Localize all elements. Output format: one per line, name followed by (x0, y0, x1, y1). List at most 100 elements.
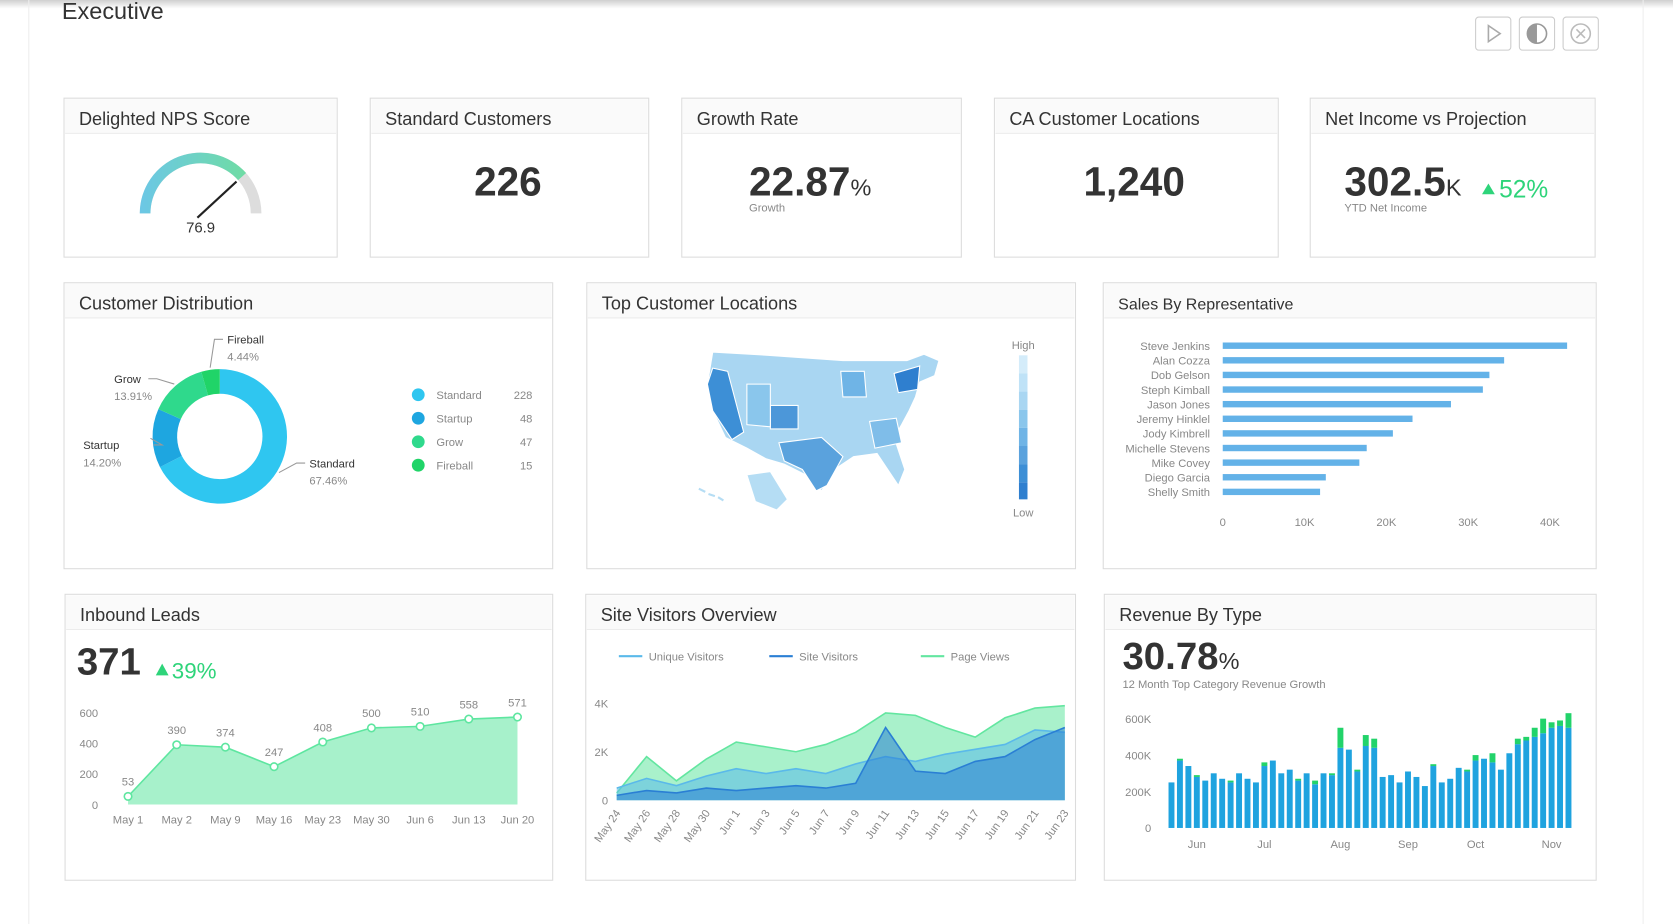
donut-label: Grow (114, 374, 142, 386)
bar-segment (1261, 762, 1268, 767)
value-label: 500 (362, 708, 381, 720)
bar-label: Jeremy Hinklel (1137, 414, 1210, 426)
x-tick-label: Aug (1330, 839, 1350, 851)
bar-segment (1531, 727, 1538, 737)
bar-segment (1430, 766, 1437, 828)
card-header (586, 595, 1075, 630)
y-tick-label: 200 (79, 769, 98, 781)
value-label: 390 (167, 725, 186, 737)
legend-count: 15 (520, 460, 532, 472)
legend-label: Site Visitors (799, 651, 858, 663)
kpi-change: 52% (1499, 176, 1548, 203)
bar-label: Alan Cozza (1153, 356, 1211, 368)
x-tick-label: May 2 (161, 815, 191, 827)
kpi-caption: Growth (749, 202, 785, 214)
kpi-number: 302.5 (1344, 158, 1445, 204)
bar (1222, 386, 1483, 393)
toolbar (1475, 16, 1599, 51)
kpi-values: 226 22.87% Growth 1,240 302.5K 52% YTD N… (474, 158, 1548, 214)
value-label: 408 (313, 722, 332, 734)
card-title: Standard Customers (385, 109, 551, 129)
x-tick-label: 30K (1458, 517, 1478, 529)
bar-segment (1421, 786, 1428, 828)
gauge-value (139, 152, 247, 214)
point (269, 762, 279, 772)
y-tick-label: 0 (92, 800, 98, 812)
bar-segment (1320, 773, 1327, 828)
bar-segment (1557, 720, 1563, 726)
point (172, 740, 182, 750)
legend-count: 47 (520, 437, 532, 449)
y-tick-label: 2K (594, 747, 608, 759)
bar-segment (1168, 782, 1175, 828)
map-legend-step (1018, 445, 1028, 465)
legend-label: Unique Visitors (649, 651, 724, 663)
bar-segment (1261, 766, 1268, 828)
bar-segment (1405, 771, 1411, 828)
card-header (65, 99, 337, 134)
bar-segment (1523, 736, 1530, 741)
bar (1222, 342, 1568, 349)
bar-segment (1210, 773, 1217, 828)
point (220, 742, 230, 752)
top-shadow (0, 0, 1673, 9)
legend-dot (411, 411, 425, 425)
play-icon (1487, 24, 1502, 44)
map-legend-label: Low (1013, 507, 1034, 519)
card-header (371, 99, 648, 134)
value-label: 558 (459, 699, 478, 711)
x-tick-label: May 30 (353, 815, 390, 827)
point (123, 791, 133, 801)
bar-segment (1345, 749, 1352, 828)
kpi-unit: % (850, 174, 871, 200)
leader-line (148, 378, 175, 385)
donut-label: Startup (83, 440, 119, 452)
value-label: 571 (508, 697, 527, 709)
kpi-number: 22.87 (749, 158, 850, 204)
bar-segment (1371, 747, 1378, 828)
map-legend-label: High (1012, 340, 1035, 352)
bar-label: Steph Kimball (1141, 385, 1210, 397)
theme-icon (1527, 24, 1537, 44)
map-legend-step (1018, 427, 1028, 446)
line (616, 725, 1066, 797)
close-icon (1570, 23, 1592, 45)
x-tick-label: Jun 20 (501, 815, 535, 827)
bar-segment (1227, 782, 1234, 828)
bar-segment (1286, 769, 1293, 828)
point (415, 721, 425, 731)
donut-label: Standard (309, 458, 354, 470)
card (63, 282, 554, 570)
line (616, 704, 1065, 794)
bar-label: Michelle Stevens (1125, 443, 1210, 455)
legend-dot (411, 435, 425, 449)
bar-segment (1489, 753, 1496, 763)
bar-segment (1337, 747, 1344, 828)
card-title: Revenue By Type (1119, 605, 1262, 625)
map-legend-step (1018, 373, 1028, 392)
theme-button[interactable] (1518, 16, 1556, 51)
map-legend-step (1018, 355, 1028, 374)
headline: 30.78% (1122, 635, 1239, 678)
x-tick-label: Nov (1542, 839, 1562, 851)
bar-segment (1464, 769, 1471, 772)
bar-segment (1481, 758, 1487, 828)
headlines: 371 39% 30.78% 12 Month Top Category Rev… (77, 635, 1326, 691)
x-tick-label: 0 (1220, 517, 1226, 529)
bar-segment (1472, 755, 1479, 761)
donut-label: Fireball (227, 335, 264, 347)
x-tick-label: Jul (1257, 839, 1271, 851)
card-title: Customer Distribution (79, 293, 253, 313)
card-title: Sales By Representative (1118, 296, 1293, 313)
bar-label: Mike Covey (1151, 458, 1210, 470)
up-arrow (155, 663, 169, 676)
legend-dot (411, 458, 425, 472)
legend-label: Page Views (951, 651, 1010, 663)
leader-line (278, 462, 306, 474)
bar-segment (1354, 769, 1361, 772)
bar-segment (1362, 735, 1369, 746)
play-button[interactable] (1475, 16, 1512, 51)
bar-segment (1489, 762, 1496, 828)
